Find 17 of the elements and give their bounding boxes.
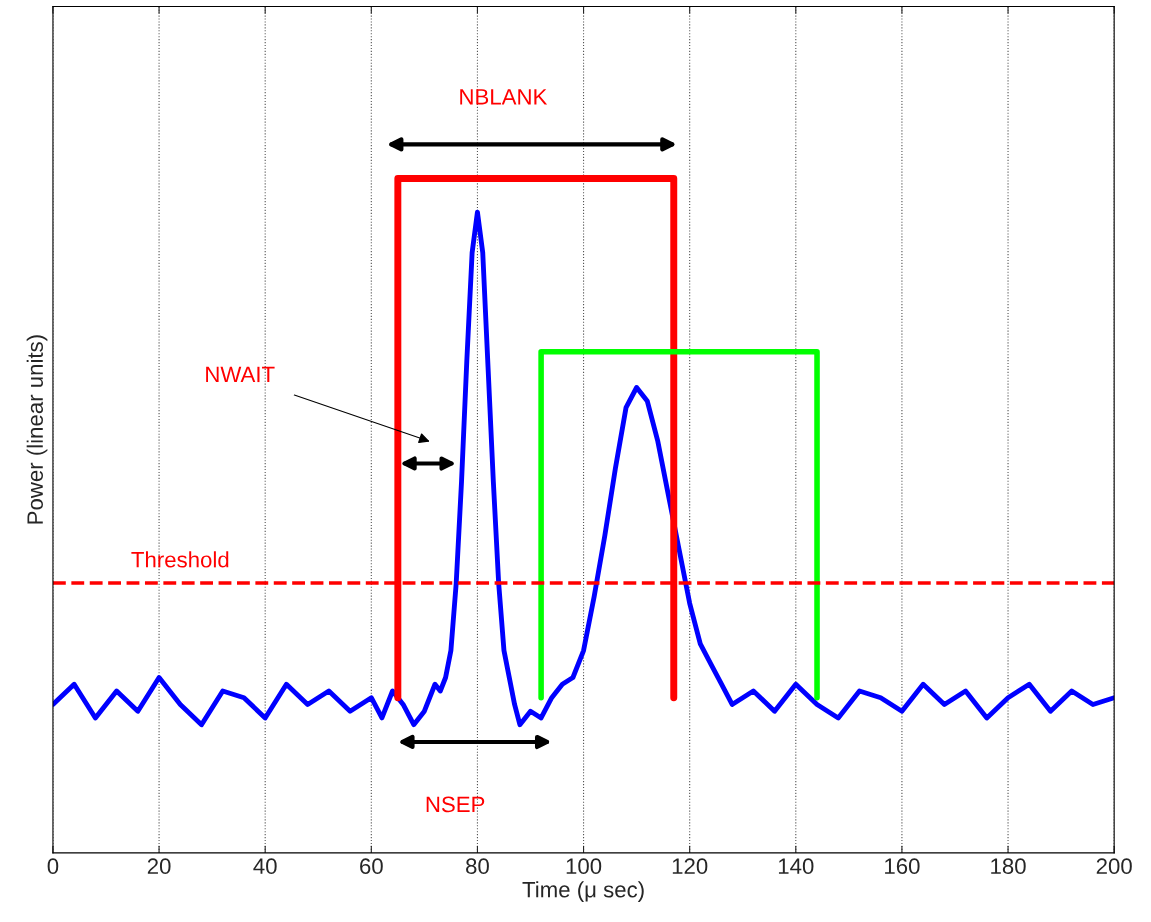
x-tick-label: 60: [360, 858, 383, 875]
x-axis-title: Time (μ sec): [522, 881, 644, 902]
annotation: NSEP: [426, 796, 485, 813]
x-tick-label: 20: [147, 858, 171, 875]
y-axis-title: Power (linear units): [26, 335, 48, 524]
x-tick-label: 160: [885, 858, 920, 875]
x-tick-label: 0: [47, 858, 59, 875]
ref-line-label: Threshold: [131, 551, 229, 568]
x-tick-label: 40: [253, 858, 277, 875]
x-tick-label: 100: [566, 858, 602, 875]
x-tick-label: 200: [1096, 858, 1132, 875]
x-tick-label: 140: [778, 858, 814, 875]
annotation: NWAIT: [206, 366, 275, 383]
text: NBLANK: [460, 89, 548, 105]
x-tick-label: 180: [991, 858, 1026, 875]
x-tick-label: 80: [466, 858, 489, 875]
x-tick-label: 120: [672, 858, 708, 875]
